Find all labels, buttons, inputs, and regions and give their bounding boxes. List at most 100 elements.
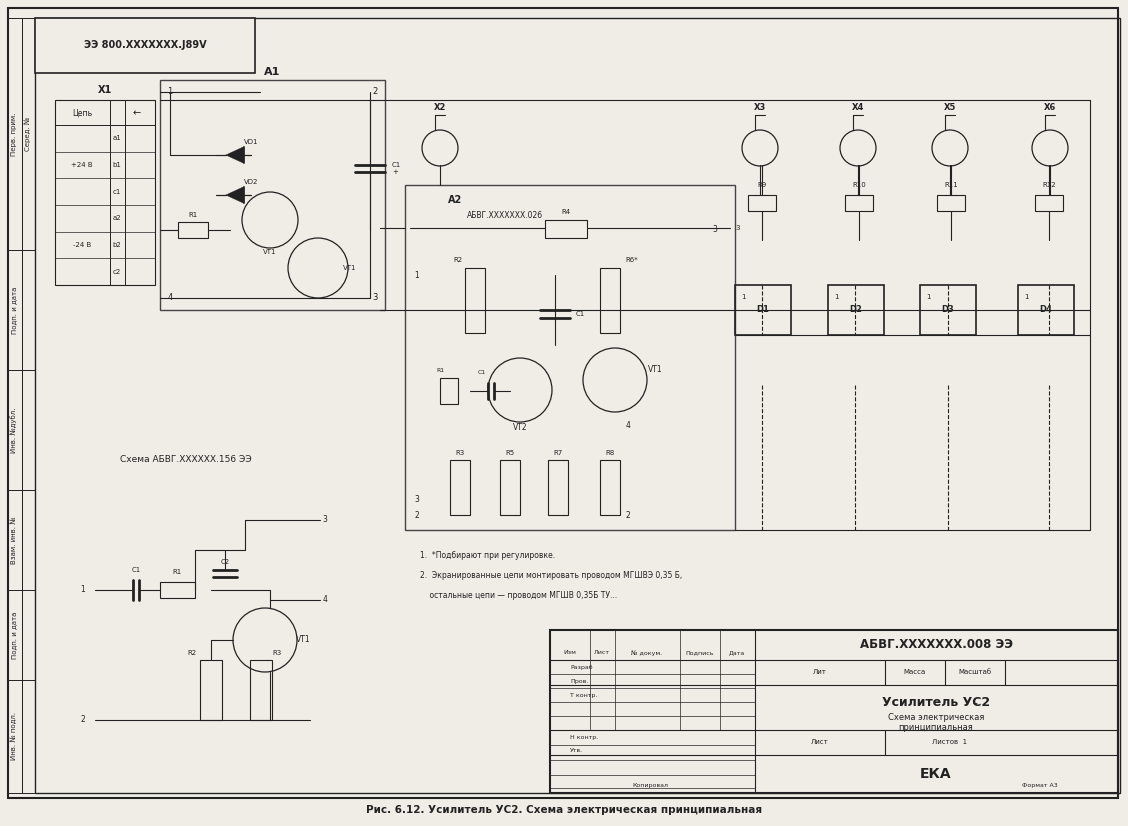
Text: 4: 4 [167,293,173,302]
Bar [55,100,155,285]
Text: X2: X2 [434,103,447,112]
Bar [1036,195,1063,211]
Text: R8: R8 [606,450,615,456]
Text: остальные цепи — проводом МГШВ 0,35Б ТУ...: остальные цепи — проводом МГШВ 0,35Б ТУ.… [420,591,617,600]
Text: 3: 3 [713,225,717,235]
Text: C1: C1 [576,311,585,317]
Text: C1: C1 [393,162,402,168]
Text: R11: R11 [944,182,958,188]
Text: c2: c2 [113,268,121,275]
Text: Масштаб: Масштаб [959,669,992,675]
Bar [440,378,458,404]
Text: X6: X6 [1043,103,1056,112]
Text: b1: b1 [113,162,122,168]
Text: R12: R12 [1042,182,1056,188]
Text: Подпись: Подпись [686,651,714,656]
Text: +: + [393,169,398,175]
Text: 3: 3 [735,225,740,231]
Text: D4: D4 [1040,306,1052,315]
Text: Инв. № подл.: Инв. № подл. [11,712,17,760]
Bar [178,222,208,238]
Text: 3: 3 [372,293,378,302]
Text: а2: а2 [113,216,122,221]
Text: 1: 1 [415,270,420,279]
Text: R1: R1 [435,368,444,373]
Text: Утв.: Утв. [570,748,583,753]
Text: Схема электрическая: Схема электрическая [888,714,985,723]
Text: +24 В: +24 В [71,162,92,168]
Text: Серед. №: Серед. № [25,117,32,151]
Text: № докум.: № докум. [632,650,662,656]
Text: R9: R9 [757,182,767,188]
Text: R3: R3 [456,450,465,456]
Text: А2: А2 [448,195,462,205]
Text: D2: D2 [849,306,863,315]
Text: Рис. 6.12. Усилитель УС2. Схема электрическая принципиальная: Рис. 6.12. Усилитель УС2. Схема электрич… [365,805,763,815]
Bar [200,660,222,720]
Bar [405,185,735,530]
Text: Лит: Лит [813,669,827,675]
Text: Разраб: Разраб [570,664,592,670]
Text: VT2: VT2 [513,424,527,433]
Text: R2: R2 [187,650,196,656]
Text: Дата: Дата [729,651,746,656]
Text: ЭЭ 800.XXXXXXX.J89V: ЭЭ 800.XXXXXXX.J89V [83,40,206,50]
Text: 4: 4 [626,420,631,430]
Text: Листов  1: Листов 1 [933,739,968,745]
Text: c1: c1 [113,188,121,195]
Text: X3: X3 [754,103,766,112]
Text: Пров.: Пров. [570,678,589,683]
Text: C1: C1 [478,369,486,374]
Text: 1: 1 [167,88,173,97]
Text: Взам. инв. №: Взам. инв. № [11,516,17,564]
Text: а1: а1 [113,135,122,141]
Text: X4: X4 [852,103,864,112]
Text: R2: R2 [453,257,462,263]
Text: VD1: VD1 [244,140,258,145]
Text: 3: 3 [415,496,420,505]
Text: 2.  Экранированные цепи монтировать проводом МГШВЭ 0,35 Б,: 2. Экранированные цепи монтировать прово… [420,571,682,580]
Text: R7: R7 [554,450,563,456]
Text: Схема АБВГ.XXXXXX.156 ЭЭ: Схема АБВГ.XXXXXX.156 ЭЭ [120,455,252,464]
Bar [735,285,791,335]
Text: Изм: Изм [564,651,576,656]
Text: VT1: VT1 [263,249,276,255]
Text: 1: 1 [926,294,931,300]
Bar [548,460,569,515]
Text: Масса: Масса [904,669,926,675]
Bar [600,268,620,333]
Polygon shape [226,187,244,203]
Text: Усилитель УС2: Усилитель УС2 [882,696,990,710]
Text: Т контр.: Т контр. [570,692,598,697]
Bar [500,460,520,515]
Text: 1: 1 [80,586,86,595]
Text: Лист: Лист [811,739,829,745]
Bar [600,460,620,515]
Bar [8,18,23,793]
Text: 2: 2 [372,88,378,97]
Bar [23,18,35,793]
Text: ←: ← [133,108,141,118]
Text: R5: R5 [505,450,514,456]
Text: R1: R1 [173,569,182,575]
Text: Лист: Лист [594,651,610,656]
Text: Инв. №дубл.: Инв. №дубл. [10,407,17,453]
Bar [160,80,385,310]
Text: VT1: VT1 [343,265,356,271]
Text: 3: 3 [323,515,327,525]
Polygon shape [226,146,244,164]
Bar [1017,285,1074,335]
Text: Копировал: Копировал [632,782,668,787]
Bar [250,660,272,720]
Text: X5: X5 [944,103,957,112]
Text: D3: D3 [942,306,954,315]
Text: D1: D1 [757,306,769,315]
Text: X1: X1 [98,85,112,95]
Text: R6*: R6* [625,257,637,263]
Text: 2: 2 [80,715,86,724]
Bar [845,195,873,211]
Text: Перв. прим.: Перв. прим. [11,112,17,155]
Bar [465,268,485,333]
Bar [828,285,884,335]
Text: C2: C2 [220,559,230,565]
